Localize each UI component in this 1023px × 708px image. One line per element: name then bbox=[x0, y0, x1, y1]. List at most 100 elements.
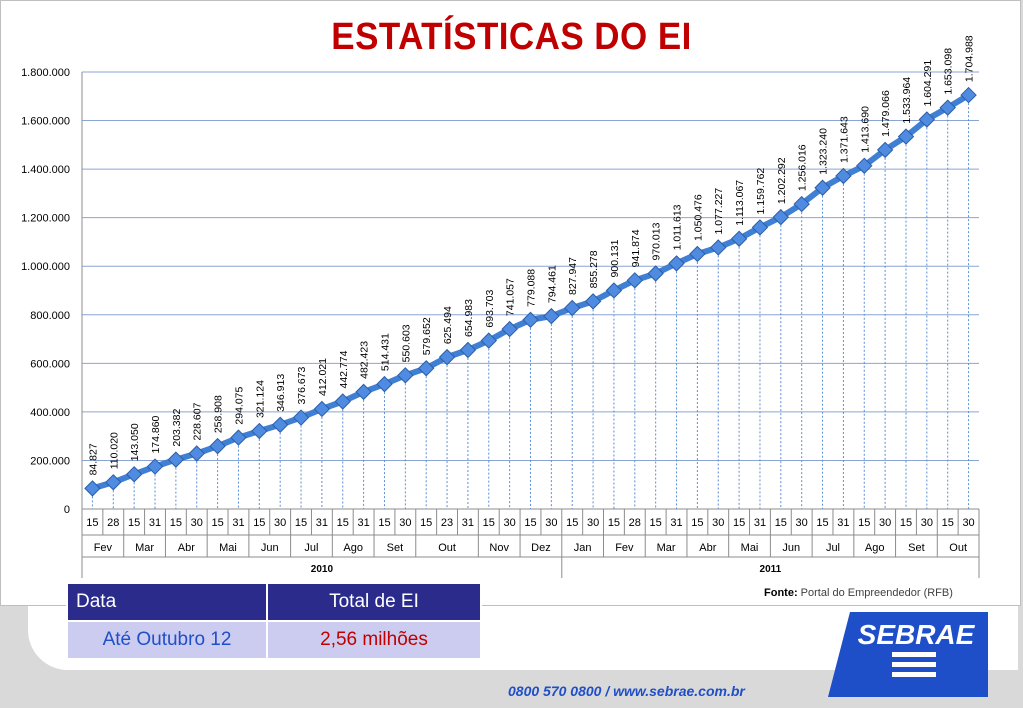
data-point bbox=[522, 311, 539, 329]
header-date: Data bbox=[66, 582, 268, 622]
data-label: 376.673 bbox=[296, 366, 308, 404]
month-label: Ago bbox=[865, 542, 885, 554]
x-tick-label: 31 bbox=[462, 517, 474, 529]
month-label: Jul bbox=[304, 542, 318, 554]
data-label: 442.774 bbox=[338, 350, 350, 388]
month-label: Fev bbox=[94, 542, 113, 554]
data-label: 412.021 bbox=[317, 358, 329, 396]
month-label: Mar bbox=[135, 542, 154, 554]
x-tick-label: 15 bbox=[775, 517, 787, 529]
data-point bbox=[188, 445, 205, 462]
data-point bbox=[146, 458, 164, 475]
x-tick-label: 15 bbox=[128, 517, 140, 529]
data-point bbox=[167, 451, 185, 468]
x-tick-label: 15 bbox=[86, 517, 98, 529]
month-label: Out bbox=[438, 542, 456, 554]
month-label: Out bbox=[949, 542, 967, 554]
x-tick-label: 30 bbox=[191, 517, 203, 529]
month-label: Nov bbox=[489, 542, 509, 554]
data-point bbox=[271, 416, 289, 433]
contact-footer[interactable]: 0800 570 0800 / www.sebrae.com.br bbox=[508, 683, 745, 699]
data-point bbox=[772, 208, 790, 226]
data-point bbox=[209, 437, 226, 455]
data-label: 228.607 bbox=[192, 402, 204, 440]
x-tick-label: 30 bbox=[587, 517, 599, 529]
data-point bbox=[313, 400, 331, 418]
data-point bbox=[689, 245, 706, 263]
data-label: 1.653.098 bbox=[943, 48, 955, 95]
x-tick-label: 31 bbox=[754, 517, 766, 529]
x-tick-label: 31 bbox=[232, 517, 244, 529]
month-label: Jan bbox=[574, 542, 592, 554]
data-label: 514.431 bbox=[379, 333, 391, 371]
data-label: 779.088 bbox=[526, 269, 538, 307]
data-point bbox=[543, 307, 560, 325]
cell-total: 2,56 milhões bbox=[266, 620, 482, 660]
data-label: 970.013 bbox=[651, 222, 663, 260]
y-tick-label: 1.400.000 bbox=[21, 164, 70, 176]
data-point bbox=[584, 293, 602, 310]
x-tick-label: 15 bbox=[733, 517, 745, 529]
data-label: 1.077.227 bbox=[713, 188, 725, 235]
data-label: 1.533.964 bbox=[901, 77, 913, 124]
data-label: 654.983 bbox=[463, 299, 475, 337]
data-label: 900.131 bbox=[609, 239, 621, 277]
data-label: 794.461 bbox=[546, 265, 558, 303]
data-label: 1.604.291 bbox=[922, 60, 934, 107]
data-point bbox=[647, 265, 664, 282]
x-tick-label: 31 bbox=[670, 517, 682, 529]
data-point bbox=[125, 466, 143, 483]
month-label: Mar bbox=[657, 542, 676, 554]
data-point bbox=[793, 195, 810, 213]
data-label: 258.908 bbox=[213, 395, 225, 433]
data-label: 855.278 bbox=[588, 250, 600, 288]
year-label: 2010 bbox=[311, 564, 334, 575]
y-tick-label: 200.000 bbox=[30, 455, 70, 467]
y-tick-label: 600.000 bbox=[30, 358, 70, 370]
data-point bbox=[939, 99, 956, 116]
x-tick-label: 30 bbox=[921, 517, 933, 529]
data-point bbox=[480, 332, 497, 349]
y-tick-label: 1.000.000 bbox=[21, 261, 70, 273]
x-tick-label: 15 bbox=[378, 517, 390, 529]
logo-text: SEBRAE bbox=[858, 619, 976, 650]
data-point bbox=[105, 474, 122, 491]
data-point bbox=[292, 409, 310, 426]
x-tick-label: 15 bbox=[608, 517, 620, 529]
data-point bbox=[376, 375, 393, 393]
x-tick-label: 15 bbox=[650, 517, 662, 529]
x-tick-label: 30 bbox=[399, 517, 411, 529]
x-tick-label: 31 bbox=[837, 517, 849, 529]
header-total: Total de EI bbox=[266, 582, 482, 622]
data-label: 1.011.613 bbox=[672, 204, 684, 250]
data-point bbox=[960, 86, 977, 104]
summary-table: Data Total de EI Até Outubro 12 2,56 mil… bbox=[66, 582, 482, 660]
x-tick-label: 15 bbox=[942, 517, 954, 529]
y-tick-label: 800.000 bbox=[30, 310, 70, 322]
chart-frame bbox=[0, 0, 1021, 606]
data-point bbox=[710, 239, 727, 256]
data-point bbox=[626, 272, 644, 289]
data-label: 827.947 bbox=[567, 257, 579, 295]
data-label: 346.913 bbox=[275, 374, 287, 412]
source-text: Portal do Empreendedor (RFB) bbox=[800, 587, 953, 599]
x-tick-label: 15 bbox=[816, 517, 828, 529]
x-tick-label: 28 bbox=[629, 517, 641, 529]
month-label: Fev bbox=[615, 542, 634, 554]
x-tick-label: 15 bbox=[691, 517, 703, 529]
x-tick-label: 15 bbox=[900, 517, 912, 529]
data-label: 321.124 bbox=[254, 380, 266, 418]
data-label: 550.603 bbox=[400, 324, 412, 362]
y-tick-label: 0 bbox=[64, 504, 70, 516]
x-tick-label: 31 bbox=[149, 517, 161, 529]
data-label: 1.256.016 bbox=[797, 144, 809, 191]
data-point bbox=[835, 167, 852, 185]
data-label: 579.652 bbox=[421, 317, 433, 355]
x-tick-label: 30 bbox=[796, 517, 808, 529]
data-point bbox=[605, 282, 623, 299]
x-tick-label: 31 bbox=[316, 517, 328, 529]
data-label: 294.075 bbox=[233, 386, 245, 424]
x-tick-label: 15 bbox=[524, 517, 536, 529]
x-tick-label: 15 bbox=[170, 517, 182, 529]
data-label: 110.020 bbox=[108, 432, 120, 469]
